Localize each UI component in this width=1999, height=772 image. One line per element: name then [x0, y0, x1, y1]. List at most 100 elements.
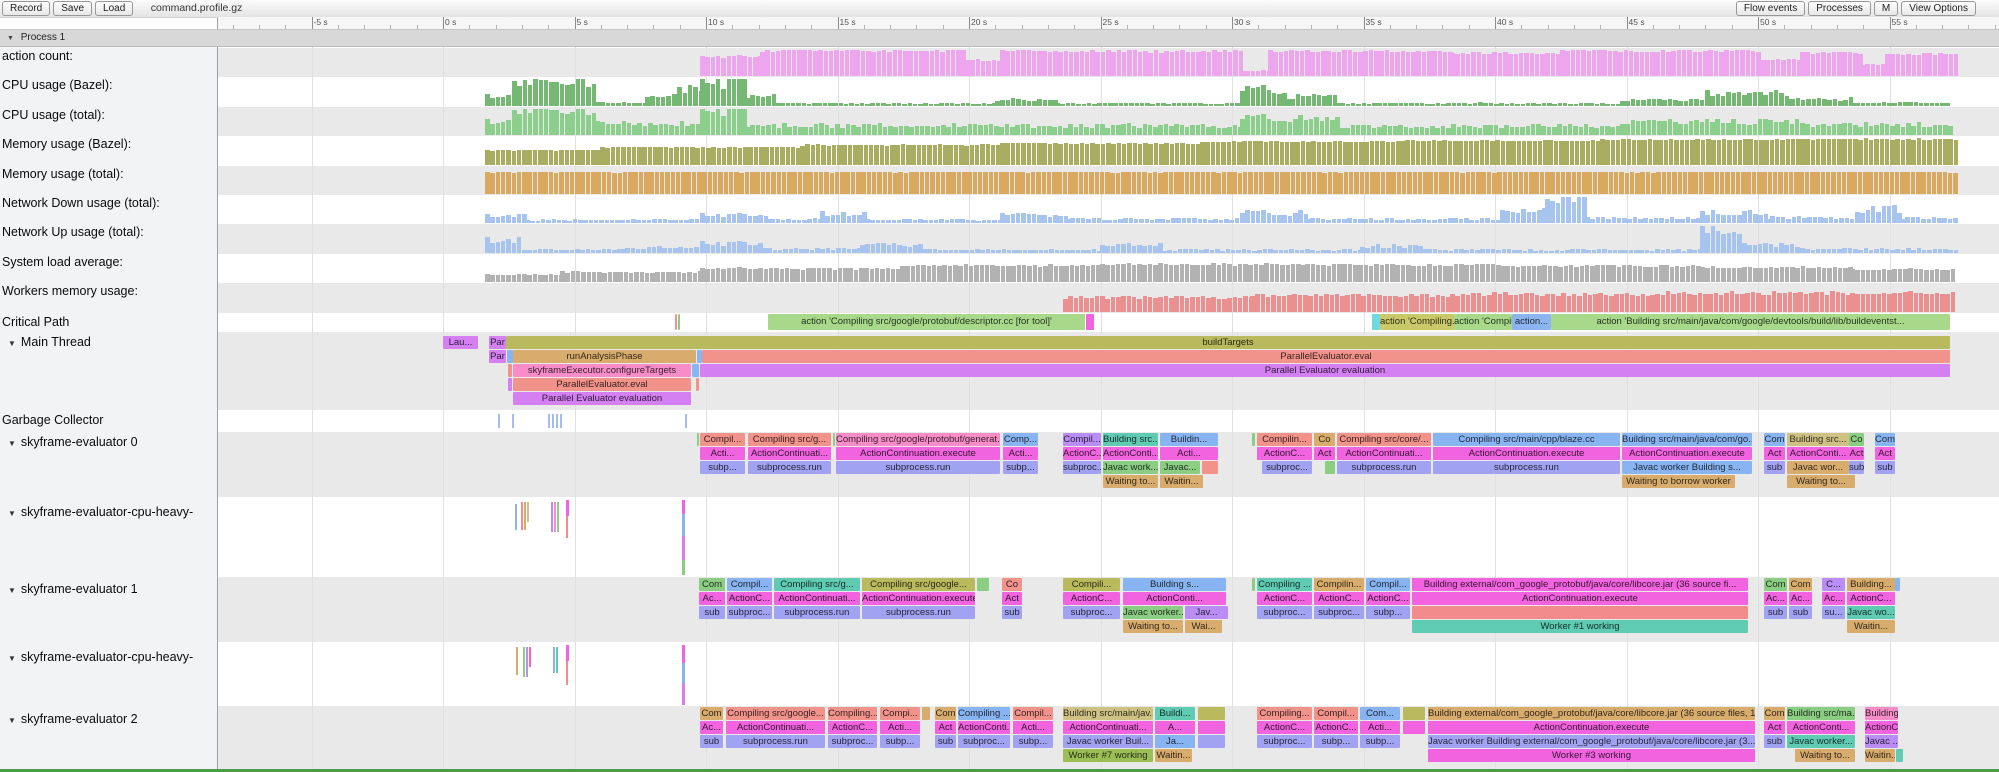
trace-span[interactable]: skyframeExecutor.configureTargets: [513, 364, 691, 377]
trace-span[interactable]: ActionContinuation.execute: [1622, 447, 1752, 460]
trace-span[interactable]: [675, 314, 677, 330]
trace-span[interactable]: ActionContinuation.execute: [1428, 721, 1755, 734]
trace-span[interactable]: ActionConti...: [1103, 447, 1158, 460]
trace-span[interactable]: Act: [1314, 447, 1335, 460]
trace-span[interactable]: [508, 378, 512, 391]
trace-tick[interactable]: [682, 560, 685, 575]
trace-span[interactable]: Waitin...: [1865, 749, 1895, 762]
trace-span[interactable]: ParallelEvaluator.eval: [513, 378, 691, 391]
trace-tick[interactable]: [566, 500, 569, 516]
trace-span[interactable]: Buildin...: [1160, 433, 1218, 446]
trace-span[interactable]: Jav...: [1185, 606, 1228, 619]
trace-span[interactable]: sub: [1875, 461, 1895, 474]
trace-span[interactable]: Compiling...: [828, 707, 877, 720]
trace-span[interactable]: Act: [1764, 721, 1785, 734]
trace-span[interactable]: Waiting to...: [1787, 475, 1855, 488]
track-label-cpu-usage-bazel[interactable]: CPU usage (Bazel):: [2, 78, 112, 92]
trace-span[interactable]: Worker #1 working: [1412, 620, 1748, 633]
trace-span[interactable]: subproc...: [828, 735, 877, 748]
track-label-skyframe-evaluator-cpu-heavy[interactable]: ▼ skyframe-evaluator-cpu-heavy-: [2, 650, 193, 664]
trace-tick[interactable]: [557, 502, 559, 532]
trace-span[interactable]: action 'Building src/main/java/com/googl…: [1551, 314, 1950, 330]
track-label-critical-path[interactable]: Critical Path: [2, 315, 69, 329]
trace-span[interactable]: ActionConti...: [958, 721, 1010, 734]
toolbar-button-processes[interactable]: Processes: [1808, 1, 1871, 16]
trace-span[interactable]: Acti...: [880, 721, 920, 734]
trace-span[interactable]: Com: [1764, 707, 1785, 720]
trace-span[interactable]: ActionContinuati...: [726, 721, 825, 734]
trace-span[interactable]: sub: [1764, 606, 1787, 619]
trace-span[interactable]: Compiling src/core/...: [1337, 433, 1431, 446]
trace-span[interactable]: subp...: [1360, 735, 1400, 748]
trace-span[interactable]: sub: [1764, 735, 1785, 748]
trace-tick[interactable]: [685, 414, 687, 428]
trace-span[interactable]: [1202, 461, 1218, 474]
trace-span[interactable]: [1325, 461, 1335, 474]
track-label-garbage-collector[interactable]: Garbage Collector: [2, 413, 103, 427]
trace-span[interactable]: Compiling src/g...: [748, 433, 831, 446]
trace-span[interactable]: ActionContinuation.execute: [1412, 592, 1748, 605]
trace-span[interactable]: Com: [935, 707, 956, 720]
trace-span[interactable]: Compil...: [1063, 433, 1101, 446]
trace-span[interactable]: Lau...: [443, 336, 478, 349]
trace-span[interactable]: ActionContinuati...: [748, 447, 831, 460]
trace-span[interactable]: Comp...: [1003, 433, 1038, 446]
trace-span[interactable]: Waiting to...: [1795, 749, 1855, 762]
track-label-workers-memory-usage[interactable]: Workers memory usage:: [2, 284, 138, 298]
trace-tick[interactable]: [556, 647, 558, 673]
trace-span[interactable]: [692, 364, 699, 377]
trace-span[interactable]: subproc...: [1063, 606, 1120, 619]
trace-span[interactable]: Par: [489, 336, 506, 349]
trace-span[interactable]: subp...: [1366, 606, 1410, 619]
track-label-cpu-usage-total[interactable]: CPU usage (total):: [2, 108, 105, 122]
trace-span[interactable]: subprocess.run: [774, 606, 860, 619]
trace-span[interactable]: sub: [1789, 606, 1812, 619]
trace-tick[interactable]: [566, 516, 568, 538]
trace-span[interactable]: action...: [1512, 314, 1551, 330]
trace-span[interactable]: ParallelEvaluator.eval: [702, 350, 1950, 363]
trace-tick[interactable]: [512, 414, 514, 428]
trace-span[interactable]: Acti...: [1003, 447, 1038, 460]
trace-span[interactable]: Compiling src/google...: [862, 578, 975, 591]
trace-span[interactable]: ActionConti...: [1123, 592, 1226, 605]
trace-span[interactable]: subprocess.run: [1433, 461, 1620, 474]
trace-span[interactable]: Ac...: [699, 592, 725, 605]
trace-span[interactable]: subprocess.run: [862, 606, 975, 619]
trace-span[interactable]: ActionContinuati...: [1063, 721, 1153, 734]
trace-tick[interactable]: [551, 502, 553, 532]
trace-span[interactable]: sub: [700, 735, 723, 748]
trace-span[interactable]: subprocess.run: [1337, 461, 1431, 474]
trace-tick[interactable]: [682, 514, 685, 536]
track-label-action-count[interactable]: action count:: [2, 49, 73, 63]
trace-span[interactable]: Compili...: [1063, 578, 1120, 591]
trace-span[interactable]: Javac...: [1160, 461, 1200, 474]
counter-chart-workers-memory-usage[interactable]: [218, 283, 1999, 313]
trace-span[interactable]: Javac wo...: [1847, 606, 1895, 619]
trace-span[interactable]: [696, 378, 699, 391]
trace-tick[interactable]: [553, 647, 555, 673]
trace-span[interactable]: [1198, 707, 1225, 720]
trace-span[interactable]: Compiling...: [1257, 707, 1312, 720]
trace-span[interactable]: ActionC...: [1257, 447, 1312, 460]
trace-span[interactable]: Co: [1849, 433, 1864, 446]
trace-tick[interactable]: [554, 502, 556, 532]
trace-span[interactable]: Ac...: [1764, 592, 1787, 605]
trace-span[interactable]: Com: [1764, 433, 1785, 446]
trace-span[interactable]: Buildi...: [1155, 707, 1195, 720]
trace-span[interactable]: ActionConti...: [1787, 447, 1849, 460]
trace-tick[interactable]: [526, 647, 528, 677]
trace-tick[interactable]: [529, 647, 531, 667]
trace-span[interactable]: sub: [1849, 461, 1864, 474]
trace-span[interactable]: Javac worker Building s...: [1622, 461, 1752, 474]
trace-span[interactable]: [697, 350, 702, 363]
trace-span[interactable]: subp...: [880, 735, 920, 748]
trace-span[interactable]: subproc...: [958, 735, 1010, 748]
toolbar-button-record[interactable]: Record: [2, 1, 51, 16]
trace-span[interactable]: [1252, 578, 1255, 591]
trace-span[interactable]: ActionC...: [1063, 592, 1120, 605]
track-label-memory-usage-total[interactable]: Memory usage (total):: [2, 167, 124, 181]
trace-span[interactable]: Building external/com_google_protobuf/ja…: [1428, 707, 1755, 720]
trace-span[interactable]: ActionC...: [1257, 721, 1312, 734]
trace-span[interactable]: Acti...: [1360, 721, 1400, 734]
trace-span[interactable]: [1403, 721, 1425, 734]
